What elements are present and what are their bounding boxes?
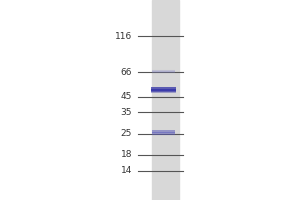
Bar xyxy=(151,87,176,93)
Text: 66: 66 xyxy=(121,68,132,77)
Bar xyxy=(152,132,175,133)
Bar xyxy=(152,130,175,135)
Bar xyxy=(152,69,175,73)
Text: 35: 35 xyxy=(121,108,132,117)
Text: 14: 14 xyxy=(121,166,132,175)
Bar xyxy=(152,130,175,135)
Bar xyxy=(152,70,175,73)
Text: 18: 18 xyxy=(121,150,132,159)
Bar xyxy=(152,69,175,73)
Text: 45: 45 xyxy=(121,92,132,101)
Bar xyxy=(152,0,178,200)
Bar xyxy=(151,89,176,91)
Bar xyxy=(152,70,175,73)
Bar xyxy=(152,129,175,136)
Text: 25: 25 xyxy=(121,129,132,138)
Bar xyxy=(152,69,175,73)
Bar xyxy=(152,70,175,73)
Bar xyxy=(152,70,175,73)
Bar xyxy=(152,70,175,73)
Bar xyxy=(152,130,175,135)
Bar xyxy=(151,87,176,93)
Bar xyxy=(152,130,175,135)
Bar xyxy=(151,87,176,92)
Bar xyxy=(151,87,176,92)
Bar xyxy=(152,129,175,136)
Bar xyxy=(152,71,175,72)
Bar xyxy=(152,130,175,135)
Bar xyxy=(151,87,176,93)
Text: 116: 116 xyxy=(115,32,132,41)
Bar xyxy=(151,87,176,93)
Bar xyxy=(151,86,176,93)
Bar xyxy=(152,130,175,136)
Bar xyxy=(151,86,176,93)
